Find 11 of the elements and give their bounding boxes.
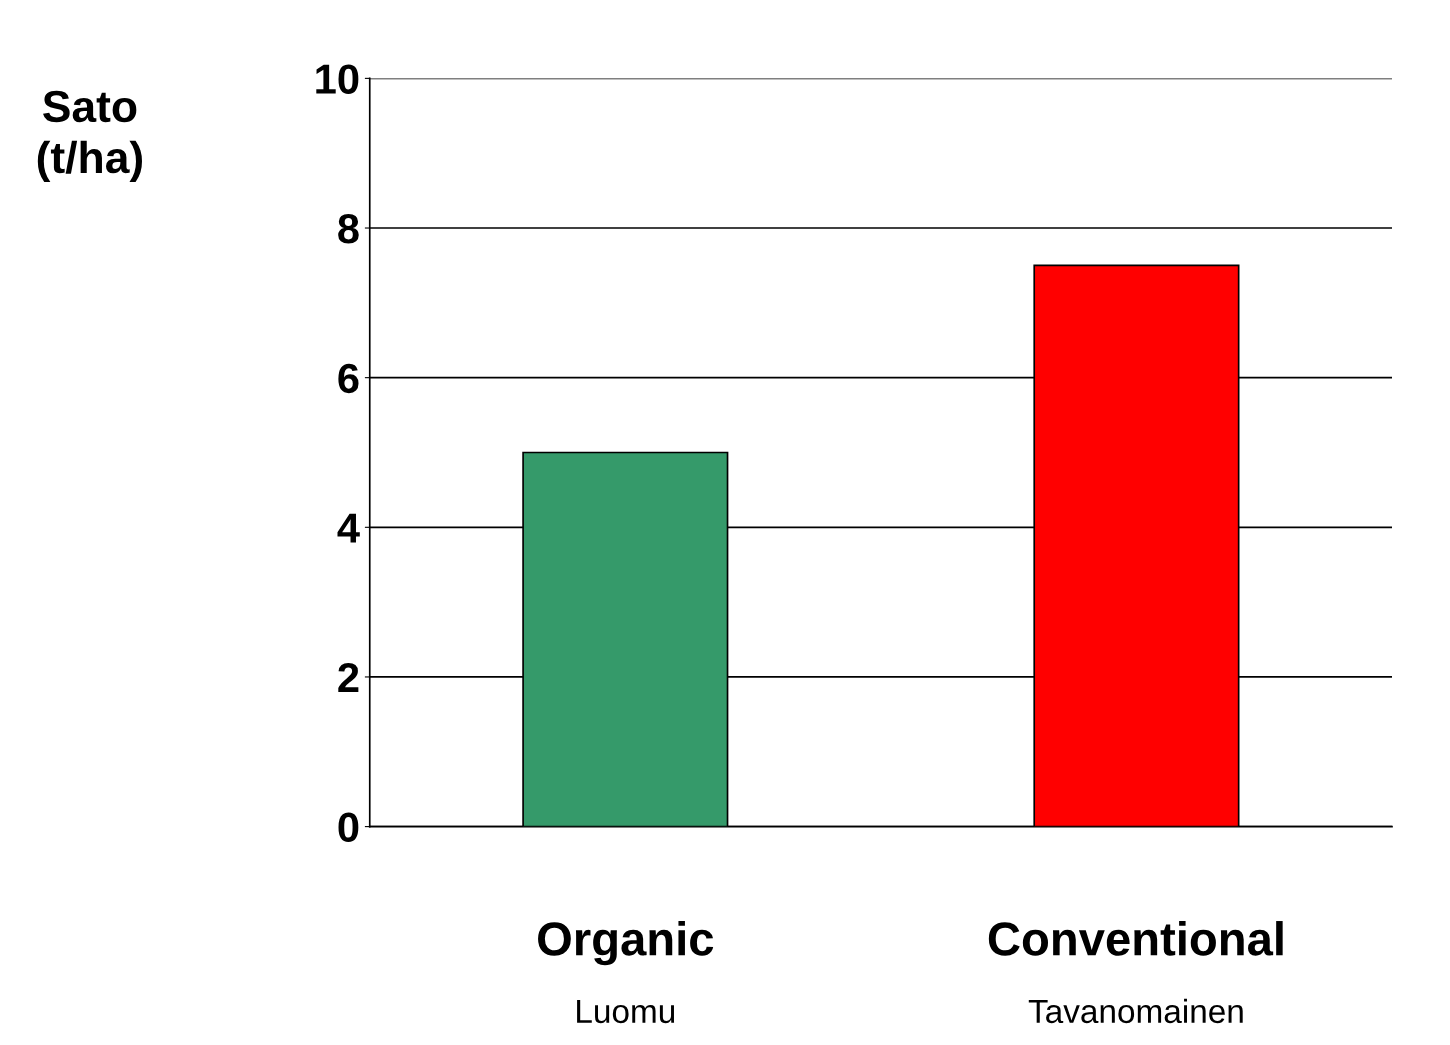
y-tick-label: 2 bbox=[338, 662, 359, 693]
text: Tavanomainen bbox=[1028, 998, 1243, 1024]
y-tick-label: 10 bbox=[316, 64, 359, 94]
x-tick-label: Organic bbox=[538, 921, 714, 966]
x-tick-label: Conventional bbox=[988, 921, 1283, 956]
y-tick-label: 8 bbox=[338, 214, 359, 244]
y-axis-title: Sato (t/ha) bbox=[37, 90, 142, 183]
text: Luomu bbox=[577, 999, 675, 1024]
y-tick-label: 0 bbox=[338, 812, 359, 843]
y-tick-label: 4 bbox=[337, 513, 360, 543]
y-tick-label: 6 bbox=[338, 363, 359, 394]
